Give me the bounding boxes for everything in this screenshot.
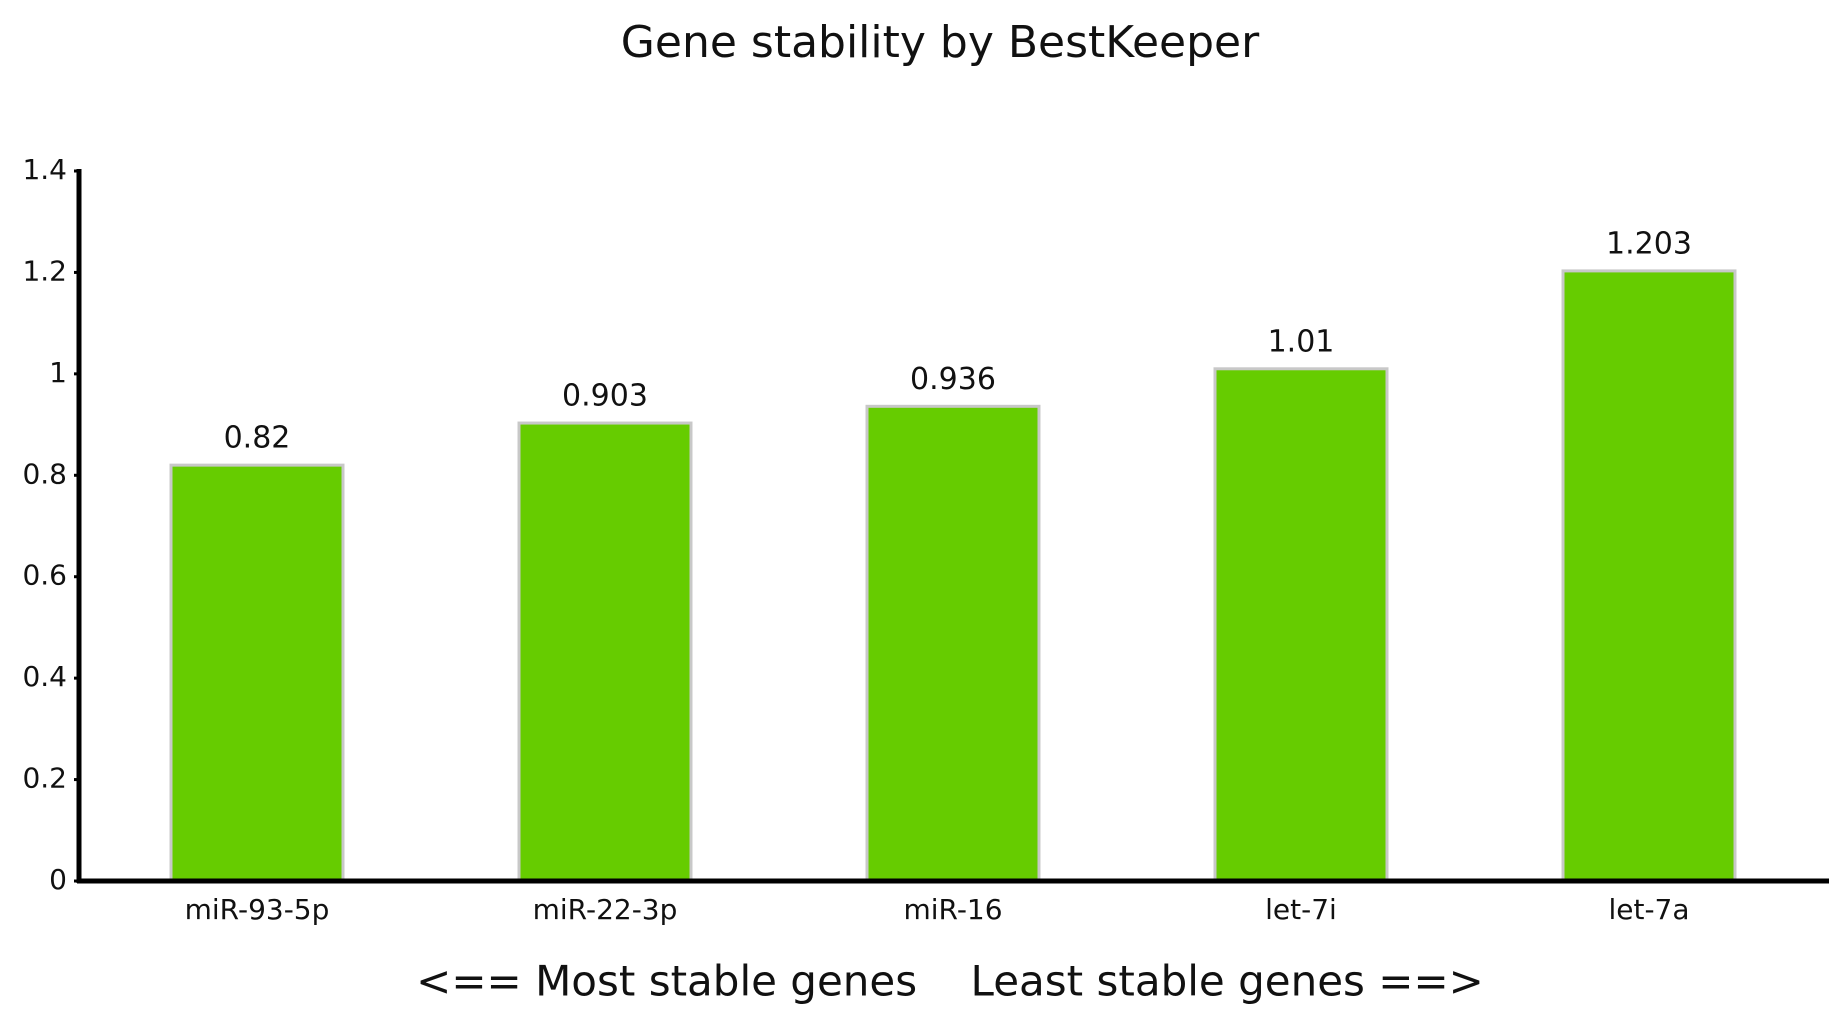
y-tick-label: 0.8 xyxy=(22,457,67,490)
bar xyxy=(1561,269,1737,883)
x-tick-label: let-7a xyxy=(1608,893,1689,926)
value-label: 0.903 xyxy=(562,379,648,414)
bar xyxy=(1213,367,1389,883)
bar xyxy=(169,463,345,883)
y-tick-label: 0.4 xyxy=(22,660,67,693)
y-tick-label: 0.2 xyxy=(22,762,67,795)
y-tick-label: 0 xyxy=(49,863,67,896)
value-label: 1.01 xyxy=(1268,324,1335,359)
y-tick-label: 1.4 xyxy=(22,153,67,186)
x-tick-label: miR-22-3p xyxy=(533,893,678,926)
bar xyxy=(517,421,693,883)
value-label: 1.203 xyxy=(1606,226,1692,261)
y-tick-label: 0.6 xyxy=(22,559,67,592)
x-tick-label: miR-93-5p xyxy=(185,893,330,926)
chart-title: Gene stability by BestKeeper xyxy=(621,17,1260,68)
x-tick-label: miR-16 xyxy=(903,893,1002,926)
value-label: 0.936 xyxy=(910,362,996,397)
bar xyxy=(865,404,1041,883)
value-label: 0.82 xyxy=(224,421,291,456)
y-tick-label: 1.2 xyxy=(22,254,67,287)
y-tick-label: 1 xyxy=(49,356,67,389)
x-axis-label: <== Most stable genes Least stable genes… xyxy=(416,957,1484,1006)
x-tick-label: let-7i xyxy=(1265,893,1337,926)
